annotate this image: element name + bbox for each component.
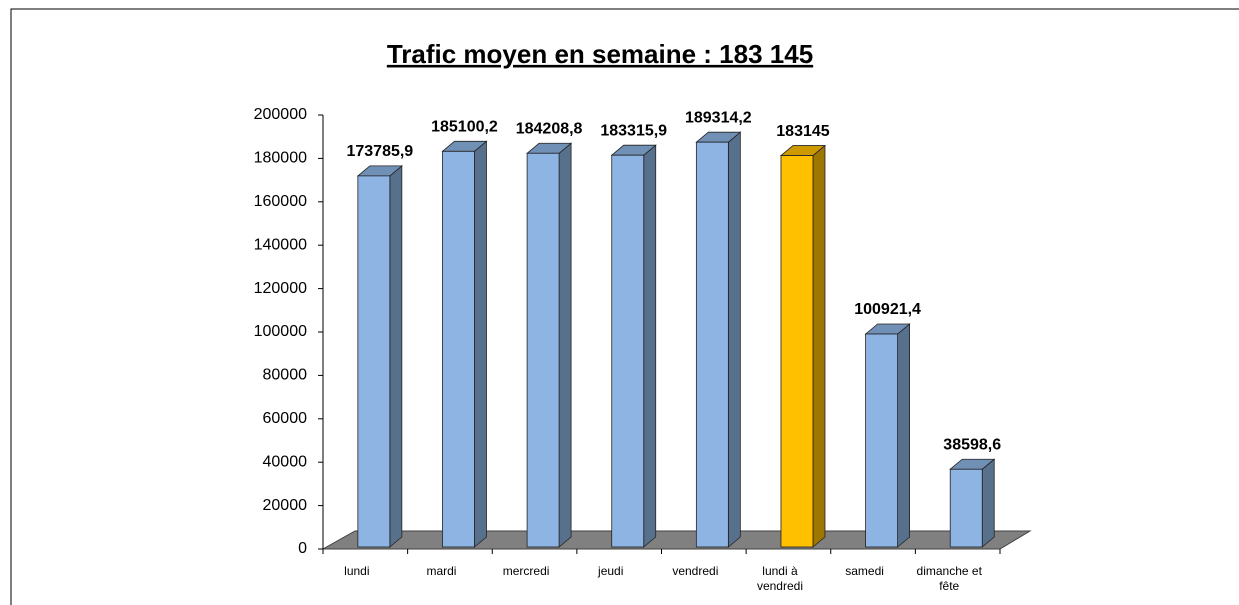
data-label: 185100,2 xyxy=(431,119,498,136)
data-label: 189314,2 xyxy=(685,109,752,126)
bar-side xyxy=(474,140,487,548)
y-tick-label: 200000 xyxy=(254,106,307,123)
bar-side xyxy=(558,142,572,548)
x-tick-label: jeudi xyxy=(598,564,624,578)
bar-side xyxy=(389,165,403,548)
bar xyxy=(442,150,475,548)
bar xyxy=(695,141,729,548)
x-tick-label: dimanche et fête xyxy=(916,564,982,593)
y-tick-label: 180000 xyxy=(254,150,307,167)
x-tick-label: lundi à vendredi xyxy=(756,564,803,593)
y-tick-label: 160000 xyxy=(254,193,307,210)
data-label: 100921,4 xyxy=(854,301,921,318)
y-tick-label: 80000 xyxy=(263,367,308,384)
bar xyxy=(865,333,898,548)
floor xyxy=(321,530,1032,550)
data-label: 173785,9 xyxy=(346,143,413,160)
y-tick-label: 140000 xyxy=(254,236,307,253)
bar xyxy=(526,152,560,548)
y-tick-label: 40000 xyxy=(263,453,308,470)
y-tick-label: 0 xyxy=(298,540,307,557)
bar xyxy=(357,175,391,548)
y-tick-label: 120000 xyxy=(254,280,307,297)
bar xyxy=(780,155,814,548)
bar-side xyxy=(643,144,657,548)
x-tick-label: vendredi xyxy=(672,564,719,578)
chart-title: Trafic moyen en semaine : 183 145 xyxy=(387,39,813,69)
x-tick-label: lundi xyxy=(344,564,370,578)
bar xyxy=(949,468,983,548)
bar-side xyxy=(981,458,995,548)
frame xyxy=(10,8,1239,605)
data-label: 183315,9 xyxy=(600,122,667,139)
x-tick-label: samedi xyxy=(845,564,884,578)
data-label: 184208,8 xyxy=(516,120,583,137)
bar-side xyxy=(727,131,741,548)
x-tick-label: mardi xyxy=(426,564,457,578)
bar-side xyxy=(897,323,910,548)
y-tick-label: 20000 xyxy=(263,497,308,514)
bar xyxy=(611,154,645,548)
data-label: 38598,6 xyxy=(943,436,1001,453)
x-tick-label: mercredi xyxy=(502,564,550,578)
bar-side xyxy=(812,144,826,548)
y-tick-label: 100000 xyxy=(254,323,307,340)
data-label: 183145 xyxy=(776,123,829,140)
y-tick-label: 60000 xyxy=(263,410,308,427)
